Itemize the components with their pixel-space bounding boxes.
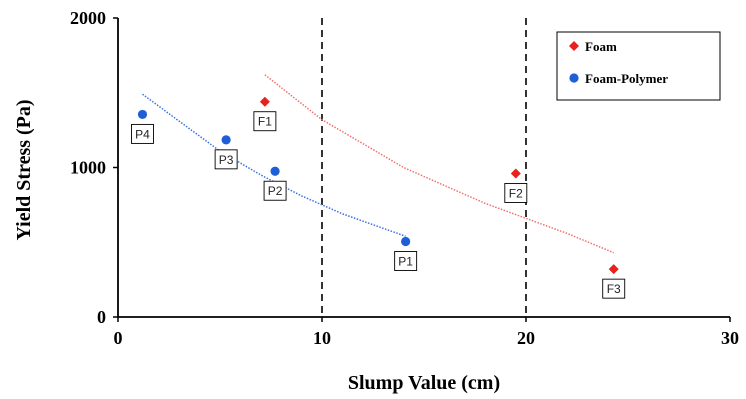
trendline-foam <box>264 74 614 254</box>
x-tick-label: 30 <box>721 328 739 348</box>
axes: 0 10 20 30 0 1000 2000 <box>70 8 739 348</box>
point-label-p1: P1 <box>394 251 418 271</box>
y-axis-title: Yield Stress (Pa) <box>13 99 35 240</box>
trendline-foam-polymer <box>142 93 406 238</box>
point-label-p2: P2 <box>263 180 287 201</box>
legend-label: Foam-Polymer <box>585 71 668 86</box>
point-label-box <box>263 180 287 201</box>
y-tick-label: 1000 <box>70 158 106 178</box>
point-label-box <box>394 251 418 271</box>
legend-label: Foam <box>585 39 617 54</box>
point-label-f1: F1 <box>253 111 277 132</box>
data-point <box>608 264 619 275</box>
point-label-text: P2 <box>268 184 283 198</box>
data-point <box>137 109 148 120</box>
point-label-box <box>504 183 528 203</box>
legend: Foam Foam-Polymer <box>556 31 721 101</box>
point-label-p4: P4 <box>131 123 154 144</box>
data-point <box>259 96 270 107</box>
data-points <box>137 96 619 275</box>
point-label-f3: F3 <box>602 278 626 299</box>
point-label-box <box>602 278 626 299</box>
point-label-text: F1 <box>258 115 272 129</box>
legend-box <box>556 31 721 101</box>
point-label-text: F3 <box>607 282 621 296</box>
x-tick-label: 20 <box>517 328 535 348</box>
point-label-box <box>253 111 277 132</box>
point-label-text: P1 <box>398 255 413 269</box>
x-tick-label: 0 <box>114 328 123 348</box>
data-point <box>510 168 521 179</box>
point-label-text: F2 <box>509 186 523 200</box>
point-label-box <box>214 149 238 170</box>
point-label-f2: F2 <box>504 183 528 203</box>
point-label-text: P3 <box>219 153 234 167</box>
x-tick-label: 10 <box>313 328 331 348</box>
trendlines <box>142 74 614 254</box>
point-label-text: P4 <box>135 127 150 141</box>
y-tick-label: 0 <box>97 307 106 327</box>
data-point <box>221 135 231 145</box>
point-label-box <box>131 123 154 144</box>
x-axis-title: Slump Value (cm) <box>348 372 500 394</box>
legend-marker <box>569 41 579 51</box>
data-point <box>401 236 411 247</box>
point-labels: F1 F2 F3 P1 P2 P3 P4 <box>131 111 626 299</box>
reference-lines <box>321 18 527 317</box>
data-point <box>270 166 280 176</box>
y-tick-label: 2000 <box>70 8 106 28</box>
legend-marker <box>569 73 579 83</box>
point-label-p3: P3 <box>214 149 238 170</box>
